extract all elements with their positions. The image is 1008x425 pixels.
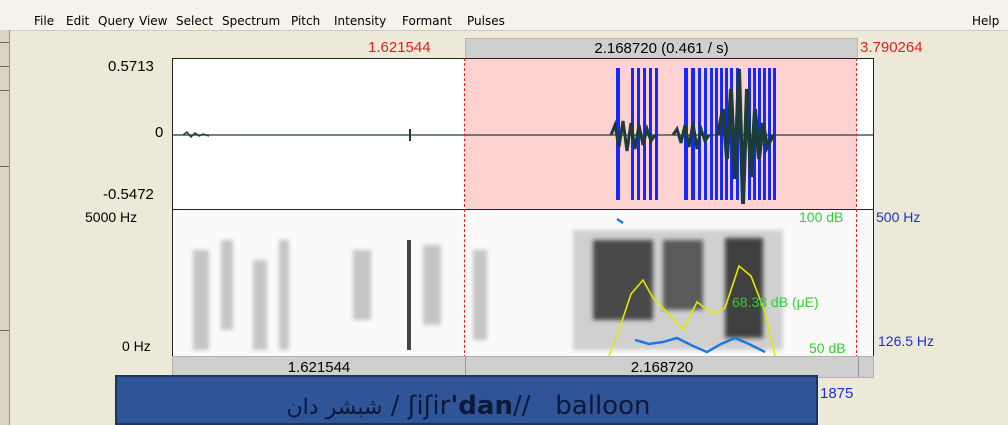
spectrogram-top-freq: 5000 Hz	[85, 209, 138, 225]
bottom-right-time: 2.168720	[465, 357, 859, 377]
left-edge-strip	[0, 30, 10, 425]
caption-ipa-stress: 'dan	[450, 391, 513, 421]
caption-ipa: ʃiʃir	[407, 391, 451, 421]
selection-region	[465, 59, 856, 209]
menu-select[interactable]: Select	[176, 14, 214, 28]
menu-bar: File Edit Query View Select Spectrum Pit…	[0, 0, 1008, 31]
waveform-zero-label: 0	[155, 124, 164, 141]
menu-pitch[interactable]: Pitch	[291, 14, 321, 28]
spectrogram-panel[interactable]	[172, 209, 874, 357]
left-cursor-line[interactable]	[464, 58, 465, 358]
bottom-left-time: 1.621544	[287, 359, 351, 376]
spectrogram-graphic	[193, 217, 783, 356]
waveform-min-label: -0.5472	[103, 186, 154, 203]
caption-english: balloon	[555, 391, 651, 421]
menu-formant[interactable]: Formant	[402, 14, 452, 28]
selection-time-bar[interactable]: 2.168720 (0.461 / s)	[465, 38, 858, 60]
right-cursor-line[interactable]	[856, 58, 857, 358]
side-value-label: 1875	[820, 385, 854, 402]
pitch-top-label: 500 Hz	[876, 209, 921, 225]
waveform-max-label: 0.5713	[108, 58, 154, 75]
menu-query[interactable]: Query	[98, 14, 135, 28]
waveform-graphic	[173, 68, 873, 205]
cursor-right-time: 3.790264	[860, 39, 923, 56]
menu-view[interactable]: View	[139, 14, 168, 28]
caption-text: شبشر دان / ʃiʃir'dan// balloon	[117, 391, 820, 421]
caption-overlay: شبشر دان / ʃiʃir'dan// balloon	[115, 375, 818, 425]
menu-spectrum[interactable]: Spectrum	[222, 14, 281, 28]
caption-arabic: شبشر دان	[286, 395, 383, 420]
menu-help[interactable]: Help	[972, 14, 1000, 28]
intensity-top-label: 100 dB	[799, 209, 844, 225]
waveform-panel[interactable]	[172, 58, 874, 210]
intensity-mid-label: 68.38 dB (μE)	[732, 294, 819, 310]
intensity-bottom-label: 50 dB	[809, 340, 846, 356]
spectrogram-bottom-freq: 0 Hz	[122, 338, 151, 354]
menu-file[interactable]: File	[34, 14, 55, 28]
pitch-bottom-label: 126.5 Hz	[878, 333, 935, 349]
caption-ipa-end: //	[512, 391, 531, 421]
menu-edit[interactable]: Edit	[66, 14, 90, 28]
menu-pulses[interactable]: Pulses	[467, 14, 505, 28]
caption-sep: /	[390, 391, 400, 421]
menu-intensity[interactable]: Intensity	[334, 14, 387, 28]
cursor-left-time: 1.621544	[368, 39, 431, 56]
selection-duration: 2.168720 (0.461 / s)	[594, 40, 729, 57]
